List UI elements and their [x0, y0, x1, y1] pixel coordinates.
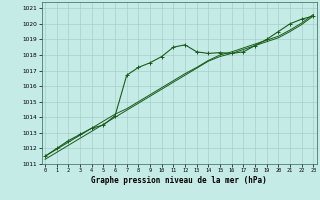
X-axis label: Graphe pression niveau de la mer (hPa): Graphe pression niveau de la mer (hPa) — [91, 176, 267, 185]
